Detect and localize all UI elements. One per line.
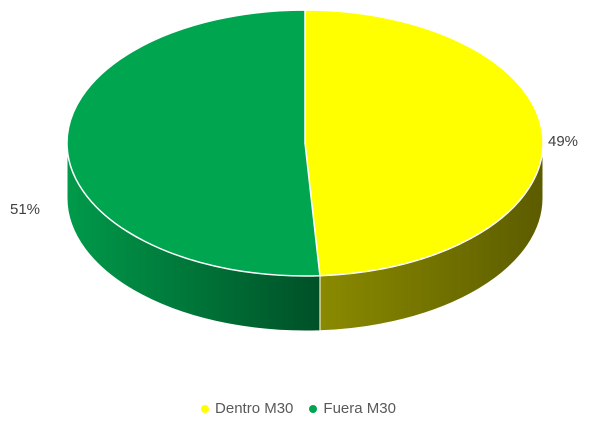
legend-swatch-dentro [201, 404, 210, 413]
pie-slice-fuera [66, 9, 321, 277]
legend-item-fuera: Fuera M30 [309, 400, 396, 417]
legend-swatch-fuera [309, 404, 318, 413]
legend-label-fuera: Fuera M30 [323, 400, 396, 417]
legend-item-dentro: Dentro M30 [201, 400, 293, 417]
legend: Dentro M30 Fuera M30 [0, 400, 597, 417]
legend-label-dentro: Dentro M30 [215, 400, 294, 417]
slice-label-dentro: 49% [548, 133, 578, 150]
slice-label-fuera: 51% [10, 201, 40, 218]
pie-slice-dentro [304, 9, 544, 277]
